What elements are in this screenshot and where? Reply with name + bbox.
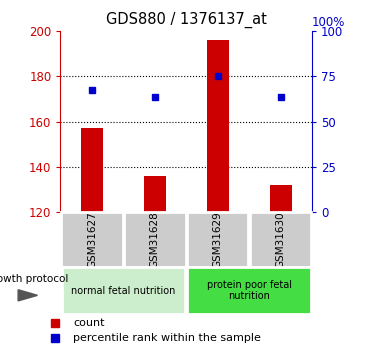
Bar bbox=[207, 40, 229, 212]
Bar bbox=[61, 212, 123, 267]
Bar bbox=[62, 267, 185, 314]
Text: percentile rank within the sample: percentile rank within the sample bbox=[73, 333, 261, 343]
Title: GDS880 / 1376137_at: GDS880 / 1376137_at bbox=[106, 12, 267, 28]
Text: 100%: 100% bbox=[312, 16, 346, 29]
Text: count: count bbox=[73, 318, 105, 328]
Text: GSM31629: GSM31629 bbox=[213, 211, 223, 268]
Bar bbox=[124, 212, 186, 267]
Polygon shape bbox=[18, 290, 37, 301]
Bar bbox=[81, 128, 103, 212]
Text: normal fetal nutrition: normal fetal nutrition bbox=[71, 286, 176, 296]
Text: GSM31628: GSM31628 bbox=[150, 211, 160, 268]
Bar bbox=[187, 212, 248, 267]
Text: protein poor fetal
nutrition: protein poor fetal nutrition bbox=[207, 280, 292, 302]
Text: GSM31627: GSM31627 bbox=[87, 211, 97, 268]
Text: GSM31630: GSM31630 bbox=[276, 211, 285, 268]
Bar bbox=[269, 185, 292, 212]
Bar bbox=[144, 176, 166, 212]
Text: growth protocol: growth protocol bbox=[0, 274, 68, 284]
Bar bbox=[188, 267, 311, 314]
Bar bbox=[250, 212, 311, 267]
